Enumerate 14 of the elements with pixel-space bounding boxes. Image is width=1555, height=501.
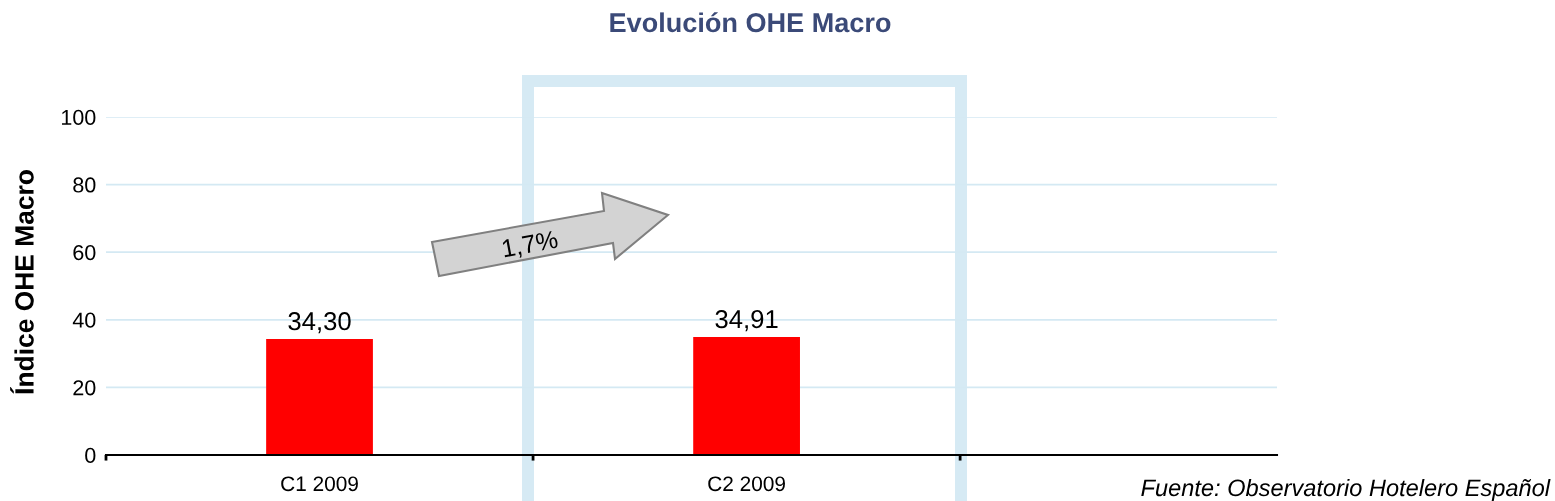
chart-title: Evolución OHE Macro (610, 12, 891, 33)
y-axis-title: Índice OHE Macro (10, 170, 34, 394)
y-tick-label: 20 (73, 380, 96, 396)
y-tick-label: 0 (85, 447, 96, 464)
x-tick-label: C1 2009 (281, 476, 358, 492)
data-label: 34,91 (715, 310, 778, 332)
data-label: 34,30 (288, 312, 351, 334)
y-tick-label: 80 (73, 177, 96, 193)
x-tick-label: C2 2009 (708, 476, 785, 492)
annotation: 1,7% (501, 230, 559, 261)
y-tick-label: 100 (62, 109, 96, 126)
y-tick-label: 40 (72, 312, 96, 328)
y-tick-label: 60 (73, 244, 96, 261)
source-note: Fuente: Observatorio Hotelero Español (1141, 478, 1551, 501)
